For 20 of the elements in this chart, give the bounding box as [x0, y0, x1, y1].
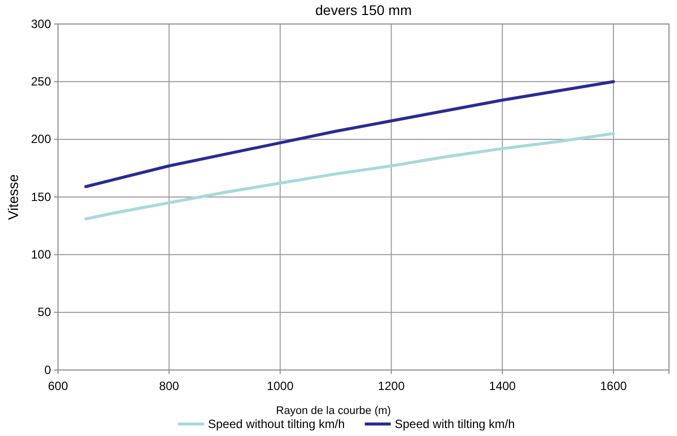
y-tick-label: 50: [38, 305, 52, 320]
chart-title: devers 150 mm: [315, 2, 412, 18]
y-tick-label: 300: [30, 16, 52, 31]
y-tick-label: 150: [30, 190, 52, 204]
x-tick-label: 1200: [378, 379, 405, 394]
x-axis-title: Rayon de la courbe (m): [276, 405, 391, 417]
x-tick-label: 1600: [600, 379, 628, 394]
y-tick-label: 250: [30, 74, 52, 89]
y-tick-label: 200: [30, 132, 52, 146]
legend-label: Speed with tilting km/h: [394, 417, 515, 431]
x-tick-label: 600: [48, 379, 68, 394]
x-tick-label: 1400: [489, 379, 516, 394]
line-series: [84, 132, 615, 220]
y-tick-label: 100: [30, 248, 52, 262]
legend-label: Speed without tilting km/h: [208, 417, 345, 431]
line-series: [84, 80, 615, 188]
x-tick-label: 800: [159, 379, 180, 394]
y-tick-label: 0: [44, 362, 52, 377]
y-axis-title: Vitesse: [5, 174, 21, 220]
x-tick-label: 1000: [266, 379, 294, 394]
